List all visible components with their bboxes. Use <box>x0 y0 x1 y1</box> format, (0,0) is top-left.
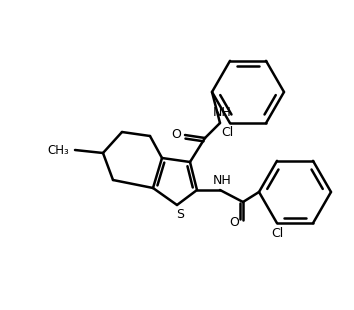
Text: O: O <box>229 215 239 228</box>
Text: CH₃: CH₃ <box>47 144 69 157</box>
Text: NH: NH <box>213 107 232 119</box>
Text: Cl: Cl <box>271 227 283 240</box>
Text: NH: NH <box>213 174 232 187</box>
Text: S: S <box>176 207 184 220</box>
Text: Cl: Cl <box>221 126 233 139</box>
Text: O: O <box>171 127 181 140</box>
